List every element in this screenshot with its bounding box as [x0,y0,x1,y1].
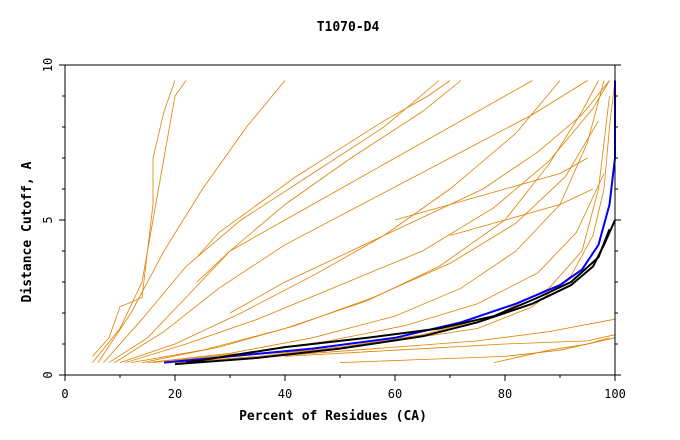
series-line-5 [130,80,599,363]
series-line-10 [114,80,588,363]
x-tick-label-1: 20 [168,387,182,401]
x-axis-label: Percent of Residues (CA) [239,409,427,424]
series-line-3 [108,80,462,363]
series-line-26 [185,228,611,364]
series-line-11 [125,80,610,363]
series-line-8 [97,80,286,363]
series-line-4 [119,80,561,363]
series-line-9 [103,80,440,363]
series-line-15 [284,334,616,357]
plot-frame [64,64,616,376]
series-line-20 [229,80,610,314]
series-line-19 [196,80,533,283]
series-line-24 [163,80,616,364]
plot-lines [92,80,616,366]
series-line-23 [493,337,610,363]
x-tick-label-0: 0 [61,387,68,401]
series-line-14 [229,318,616,360]
series-line-21 [394,157,588,221]
y-tick-label-1: 5 [41,216,55,223]
x-tick-label-5: 100 [604,387,626,401]
y-axis-label: Distance Cutoff, A [20,161,35,302]
series-line-22 [449,188,594,236]
series-line-12 [141,120,599,363]
x-tick-label-4: 80 [498,387,512,401]
chart-title: T1070-D4 [317,20,380,35]
x-tick-label-3: 60 [388,387,402,401]
series-line-17 [92,80,176,357]
series-line-13 [152,173,605,363]
y-tick-label-2: 10 [41,58,55,72]
series-line-1 [163,80,616,363]
y-tick-label-0: 0 [41,371,55,378]
series-line-2 [92,80,187,363]
series-line-6 [147,80,605,363]
x-axis: 0 20 40 60 80 100 [61,375,626,401]
series-line-18 [196,80,451,258]
series-line-16 [339,337,616,363]
y-axis: 0 5 10 [41,58,621,379]
x-tick-label-2: 40 [278,387,292,401]
